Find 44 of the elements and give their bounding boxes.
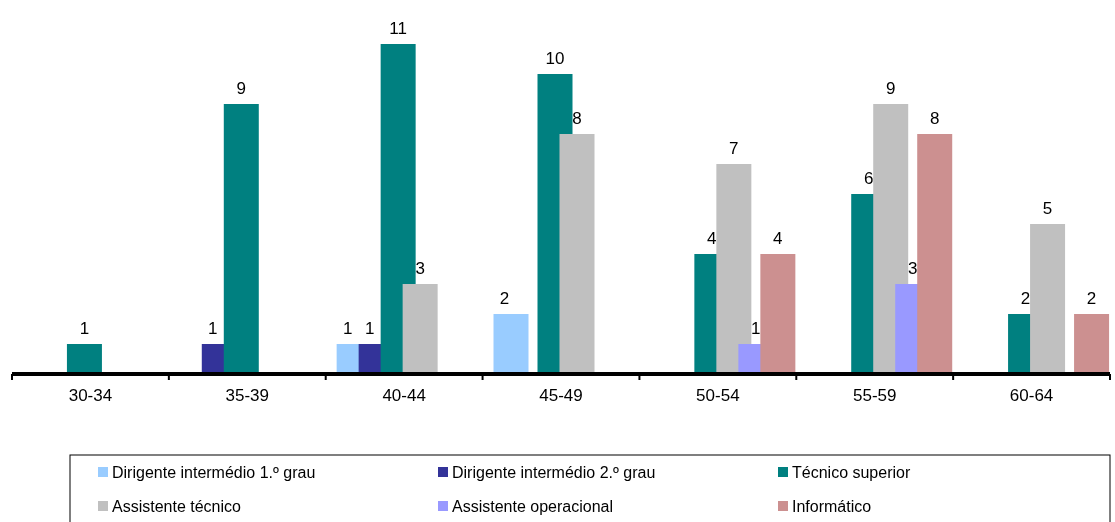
legend-label: Assistente operacional [452,498,613,515]
data-label: 6 [863,169,874,188]
legend-label: Técnico superior [792,464,911,481]
bar [493,314,529,374]
x-tick-label: 55-59 [852,386,897,405]
legend-label: Dirigente intermédio 2.º grau [452,464,656,481]
data-label: 5 [1042,199,1053,218]
x-tick-label: 50-54 [696,386,740,405]
data-label: 1 [79,319,90,338]
data-label: 8 [572,109,582,128]
data-label: 4 [773,229,783,248]
data-label: 1 [751,319,761,338]
data-label: 10 [545,49,565,68]
data-label: 4 [707,229,717,248]
legend-label: Assistente técnico [112,498,242,515]
data-label: 1 [208,319,218,338]
data-label: 9 [885,79,896,98]
data-label: 2 [1020,289,1031,308]
x-tick-label: 30-34 [68,386,113,405]
legend-label: Dirigente intermédio 1.º grau [112,464,316,481]
legend-label: Informático [792,498,872,515]
bar [66,344,102,374]
data-label: 3 [907,259,918,278]
data-label: 3 [415,259,425,278]
x-tick-label: 35-39 [225,386,270,405]
bar [559,134,595,374]
data-label: 11 [389,19,407,38]
bar [760,254,796,374]
bar [1030,224,1066,374]
bar [917,134,953,374]
data-label: 1 [342,319,353,338]
bar [402,284,438,374]
data-label: 7 [729,139,739,158]
bar [716,164,752,374]
x-tick-label: 60-64 [1009,386,1054,405]
data-label: 2 [499,289,510,308]
x-tick-label: 45-49 [539,386,583,405]
data-label: 2 [1086,289,1097,308]
data-label: 8 [929,109,940,128]
data-label: 9 [236,79,247,98]
bar [223,104,259,374]
bar [1074,314,1110,374]
x-tick-label: 40-44 [382,386,426,405]
data-label: 1 [364,319,375,338]
